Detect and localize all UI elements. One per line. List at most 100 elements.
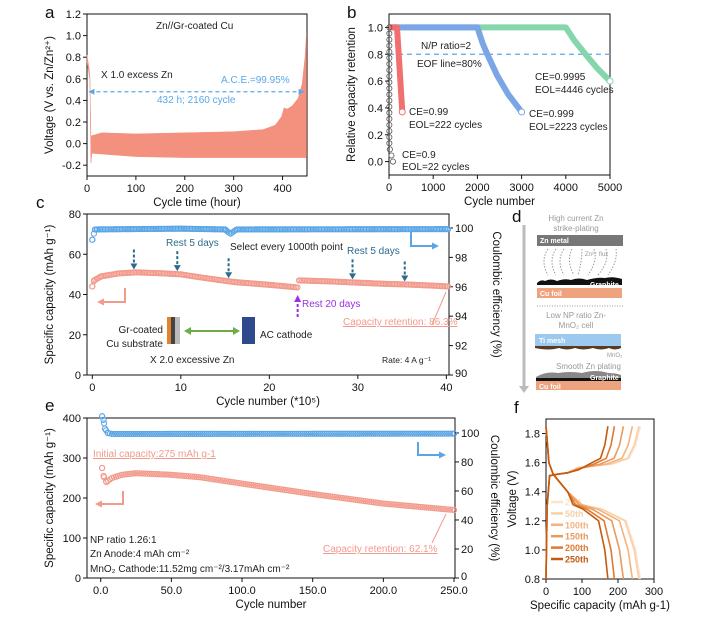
capacity-point <box>448 506 456 513</box>
coulombic-efficiency-point <box>230 430 237 437</box>
c-arrow-head-right <box>233 327 240 335</box>
coulombic-efficiency-point <box>433 430 440 437</box>
coulombic-efficiency-point <box>401 430 408 437</box>
ce-0.9-point <box>386 109 393 116</box>
y2-tick-label-e: 20 <box>461 544 473 556</box>
coulombic-efficiency-point <box>352 430 359 437</box>
y-tick-label-f: 1.2 <box>525 516 540 528</box>
coulombic-efficiency-point <box>323 430 330 437</box>
capacity-axis-arrow <box>104 288 126 303</box>
coulombic-efficiency-point <box>445 226 452 233</box>
plot-frame-c <box>86 213 450 376</box>
ce-0.9-point <box>386 54 393 61</box>
ce-0.9-point <box>386 103 393 110</box>
coulombic-efficiency-point <box>423 430 430 437</box>
coulombic-efficiency-point <box>441 430 448 437</box>
y-tick-label-a: 0.0 <box>66 139 81 151</box>
c-cathode-label: AC cathode <box>260 330 313 341</box>
coulombic-efficiency-point <box>366 430 373 437</box>
coulombic-efficiency-point <box>209 430 216 437</box>
capacity-point <box>169 471 176 479</box>
coulombic-efficiency-point <box>234 430 241 437</box>
retention-end-marker <box>518 108 526 116</box>
coulombic-efficiency-point <box>334 430 342 437</box>
y-tick-label-a: 0.6 <box>66 74 81 86</box>
coulombic-efficiency-point <box>211 430 218 437</box>
ce-0.9-point <box>386 73 393 80</box>
d-zn-metal <box>537 235 623 246</box>
coulombic-efficiency-point <box>348 430 355 437</box>
ce-0.9-point <box>386 79 393 86</box>
coulombic-efficiency-point <box>136 430 143 438</box>
rest-arrow-head <box>225 272 233 279</box>
x-tick-label-a: 400 <box>273 183 291 195</box>
c-rest-label-1: Rest 5 days <box>166 238 219 249</box>
d-top-title-2: strike-plating <box>553 224 598 233</box>
coulombic-efficiency-point <box>340 430 348 437</box>
d-zn-plating <box>536 371 621 380</box>
coulombic-efficiency-point <box>330 430 338 437</box>
coulombic-efficiency-point <box>281 430 289 437</box>
ce-0.9-point <box>386 48 393 55</box>
y-tick-label-c: 80 <box>69 209 81 221</box>
d-cu-foil-1 <box>537 288 622 298</box>
coulombic-efficiency-point <box>358 430 365 437</box>
capacity-point <box>175 472 182 479</box>
coulombic-efficiency-point <box>289 430 296 437</box>
d-graphite-1 <box>537 277 622 285</box>
y2-tick-label-e: 100 <box>461 428 479 440</box>
c-anode-label-2: Cu substrate <box>106 339 163 350</box>
capacity-point <box>417 503 424 511</box>
y-axis-label-b: Relative capacity retention <box>346 27 358 162</box>
coulombic-efficiency-point <box>336 430 344 437</box>
d-flux-label: Zn²⁺ flux <box>585 251 608 258</box>
coulombic-efficiency-point <box>411 430 418 437</box>
c-rest-label-2: Rest 5 days <box>347 246 400 257</box>
x-tick-label-b: 5000 <box>598 182 622 194</box>
capacity-point <box>427 504 434 511</box>
coulombic-efficiency-point <box>315 430 322 437</box>
capacity-point <box>405 502 412 510</box>
capacity-point <box>161 471 169 478</box>
capacity-point <box>163 471 171 478</box>
coulombic-efficiency-point <box>425 430 432 437</box>
capacity-point <box>189 473 196 480</box>
c-anode-label-1: Gr-coated <box>119 325 163 336</box>
d-bottom-title-1: Low NP ratio Zn- <box>546 311 606 320</box>
coulombic-efficiency-point <box>376 430 383 437</box>
x-tick-label-f: 100 <box>573 586 591 598</box>
coulombic-efficiency-point <box>207 430 214 437</box>
capacity-point <box>431 505 438 512</box>
panel-label-d: d <box>512 207 521 226</box>
ce-axis-arrow <box>410 231 432 247</box>
coulombic-efficiency-point <box>346 430 353 437</box>
capacity-point <box>144 470 151 477</box>
coulombic-efficiency-point <box>254 430 261 437</box>
coulombic-efficiency-point <box>260 430 267 437</box>
x-tick-label-c: 10 <box>175 382 187 394</box>
d-smooth-label: Smooth Zn plating <box>556 362 621 371</box>
x-tick-label-e: 50.0 <box>161 585 182 597</box>
coulombic-efficiency-point <box>270 430 277 437</box>
capacity-point <box>165 471 173 478</box>
x-axis-label-a: Cycle time (hour) <box>153 197 241 209</box>
coulombic-efficiency-point <box>114 430 121 438</box>
coulombic-efficiency-point <box>307 430 314 437</box>
capacity-point <box>140 470 147 477</box>
x-tick-label-f: 200 <box>609 586 627 598</box>
coulombic-efficiency-point <box>232 430 239 437</box>
coulombic-efficiency-point <box>236 430 243 437</box>
retention-end-marker <box>606 77 614 85</box>
y2-tick-label-e: 40 <box>461 515 473 527</box>
coulombic-efficiency-point <box>126 430 133 438</box>
capacity-point <box>181 472 188 480</box>
x-axis-label-e: Cycle number <box>236 599 307 611</box>
panel-label-c: c <box>36 193 45 212</box>
capacity-point <box>382 500 389 507</box>
y2-tick-label-c: 98 <box>455 252 467 264</box>
coulombic-efficiency-point <box>297 430 304 437</box>
coulombic-efficiency-point <box>181 430 188 437</box>
y-tick-label-b: 0.0 <box>368 157 383 169</box>
coulombic-efficiency-point <box>240 430 247 437</box>
y2-tick-label-c: 100 <box>455 223 473 235</box>
